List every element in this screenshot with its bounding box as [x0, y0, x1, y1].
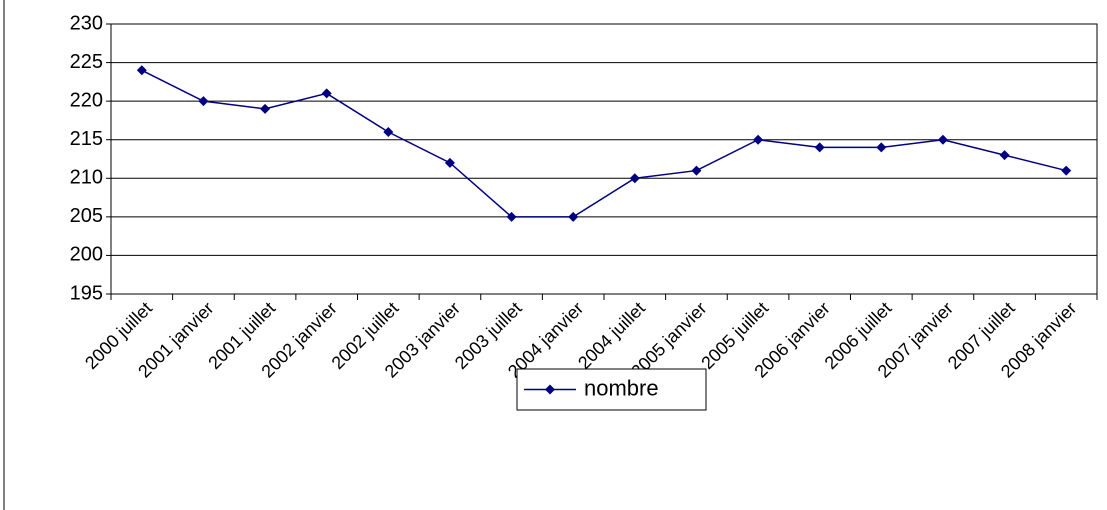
marker [136, 65, 147, 76]
marker [814, 142, 825, 153]
y-tick-label: 210 [70, 167, 103, 189]
marker [383, 127, 394, 137]
marker [629, 173, 640, 184]
y-tick-label: 205 [70, 205, 103, 227]
marker [506, 211, 517, 222]
y-tick-label: 225 [70, 51, 103, 73]
marker [876, 142, 887, 153]
marker [568, 211, 579, 222]
marker [444, 157, 455, 168]
marker [198, 96, 209, 107]
marker [999, 150, 1010, 161]
marker [260, 103, 271, 114]
marker [937, 134, 948, 145]
y-tick-label: 230 [70, 12, 103, 34]
legend-marker [545, 384, 555, 395]
marker [753, 134, 764, 145]
marker [1061, 165, 1072, 176]
y-tick-label: 200 [70, 244, 103, 266]
marker [321, 88, 332, 99]
y-tick-label: 220 [70, 89, 103, 111]
legend-label: nombre [584, 375, 659, 400]
marker [691, 165, 702, 176]
legend: nombre [516, 368, 707, 411]
y-tick-label: 215 [70, 128, 103, 150]
y-tick-label: 195 [70, 282, 103, 304]
line [141, 69, 1067, 218]
plot-area [110, 23, 1098, 295]
